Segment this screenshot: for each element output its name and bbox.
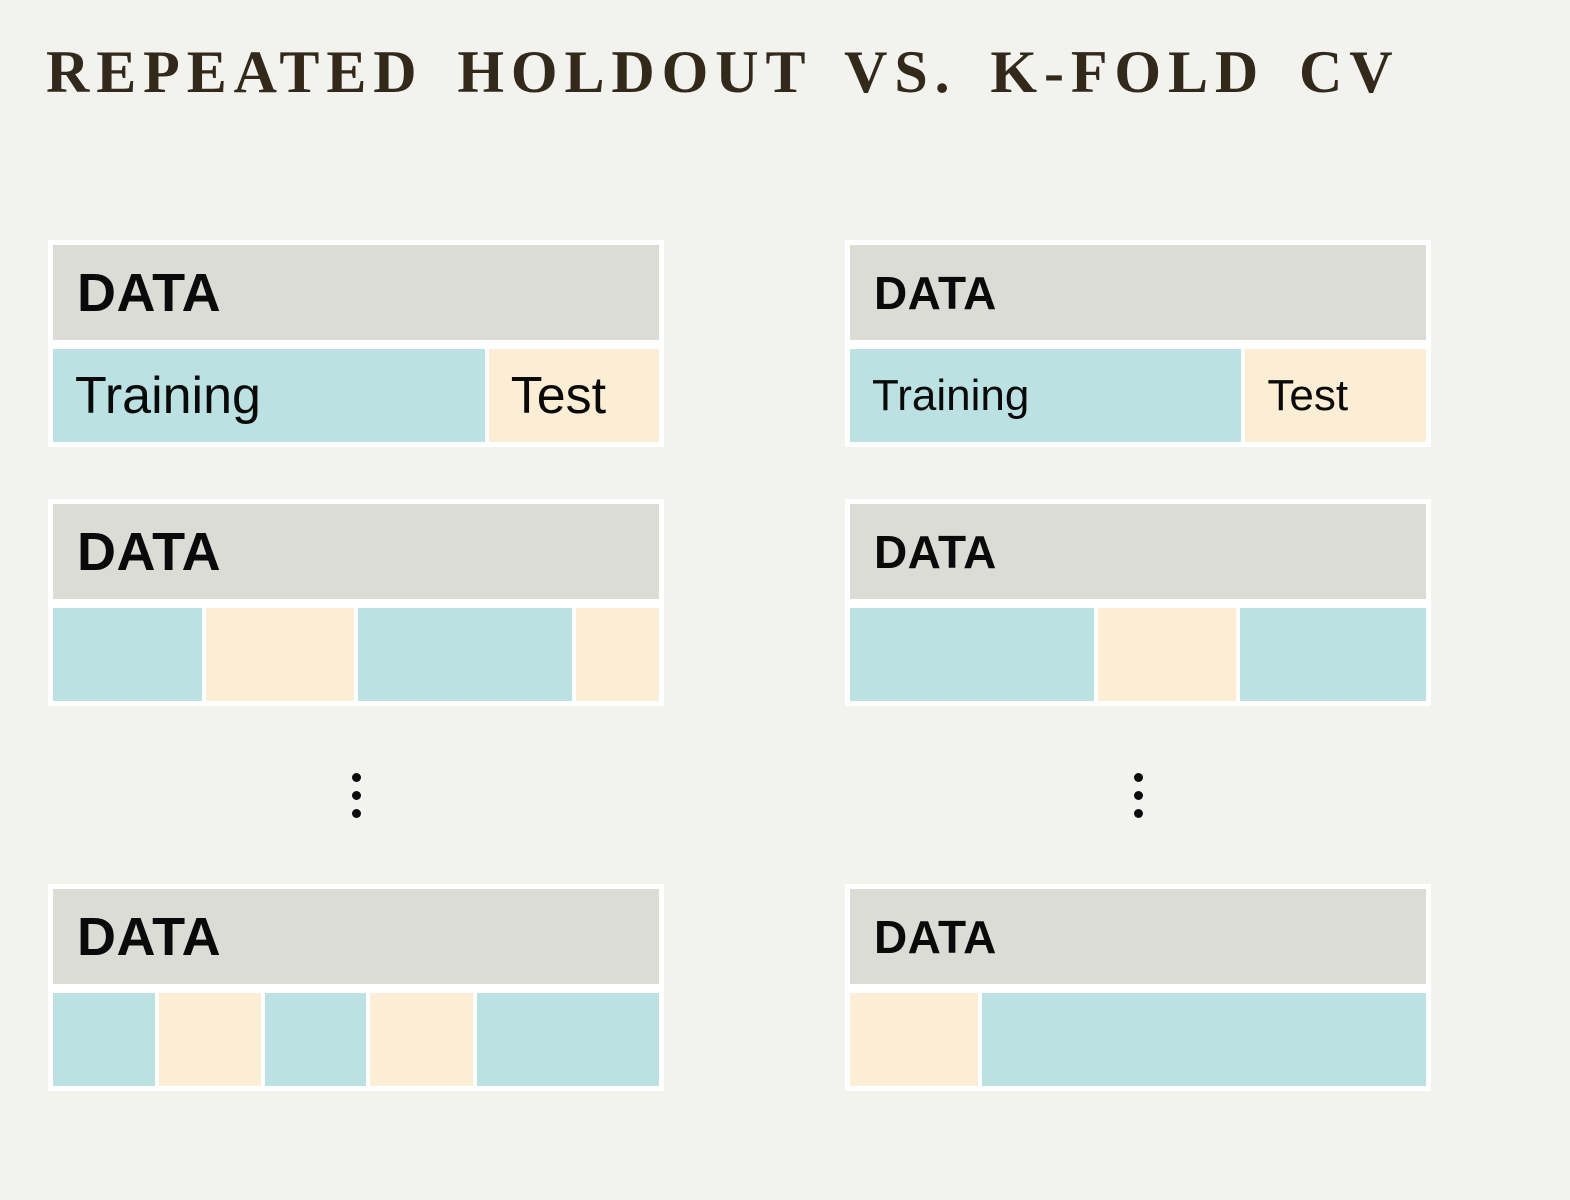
- training-segment: [982, 993, 1426, 1086]
- test-segment: Test: [1245, 349, 1426, 442]
- data-label: DATA: [874, 910, 997, 963]
- training-label: Training: [75, 366, 261, 425]
- training-segment: Training: [850, 349, 1242, 442]
- test-segment: [159, 993, 261, 1086]
- training-segment: [357, 608, 573, 701]
- training-segment: [264, 993, 367, 1086]
- test-segment: [370, 993, 473, 1086]
- data-header: DATA: [53, 245, 659, 340]
- data-label: DATA: [77, 521, 222, 582]
- ellipsis-dot: [351, 772, 361, 782]
- ellipsis-dot: [351, 790, 361, 800]
- data-block-repeated-holdout-3: DATA: [48, 884, 664, 1091]
- data-header: DATA: [850, 504, 1426, 599]
- training-segment: [850, 608, 1094, 701]
- vertical-ellipsis-icon: [845, 706, 1431, 884]
- split-row: [850, 608, 1426, 701]
- training-segment: [476, 993, 660, 1086]
- data-label: DATA: [874, 266, 997, 319]
- data-block-kfold-cv-1: DATA Training Test: [845, 240, 1431, 447]
- column-kfold-cv: DATA Training Test DATA DATA: [845, 240, 1431, 1091]
- split-row: [53, 608, 659, 701]
- page-title: REPEATED HOLDOUT VS. K-FOLD CV: [46, 39, 1400, 105]
- test-segment: [576, 608, 659, 701]
- split-row: [53, 993, 660, 1086]
- ellipsis-dot: [1133, 808, 1143, 818]
- test-segment: [850, 993, 978, 1086]
- training-label: Training: [872, 370, 1030, 420]
- split-row: Training Test: [53, 349, 659, 442]
- training-segment: [53, 993, 156, 1086]
- data-block-kfold-cv-2: DATA: [845, 499, 1431, 706]
- training-segment: Training: [53, 349, 485, 442]
- data-block-repeated-holdout-1: DATA Training Test: [48, 240, 664, 447]
- ellipsis-dot: [1133, 772, 1143, 782]
- data-header: DATA: [850, 245, 1426, 340]
- test-label: Test: [1267, 370, 1349, 420]
- data-block-kfold-cv-3: DATA: [845, 884, 1431, 1091]
- column-repeated-holdout: DATA Training Test DATA DATA: [48, 240, 664, 1091]
- split-row: [850, 993, 1426, 1086]
- ellipsis-dot: [351, 808, 361, 818]
- diagram-columns: DATA Training Test DATA DATA DATA Training Tes…: [0, 240, 1570, 1091]
- data-block-repeated-holdout-2: DATA: [48, 499, 664, 706]
- test-segment: Test: [488, 349, 659, 442]
- test-segment: [1098, 608, 1236, 701]
- ellipsis-dot: [1133, 790, 1143, 800]
- data-header: DATA: [850, 889, 1426, 984]
- test-label: Test: [510, 366, 607, 425]
- training-segment: [53, 608, 202, 701]
- data-label: DATA: [874, 525, 997, 578]
- test-segment: [205, 608, 354, 701]
- training-segment: [1240, 608, 1426, 701]
- split-row: Training Test: [850, 349, 1426, 442]
- data-header: DATA: [53, 504, 659, 599]
- data-label: DATA: [77, 262, 222, 323]
- data-label: DATA: [77, 906, 222, 967]
- vertical-ellipsis-icon: [48, 706, 664, 884]
- data-header: DATA: [53, 889, 659, 984]
